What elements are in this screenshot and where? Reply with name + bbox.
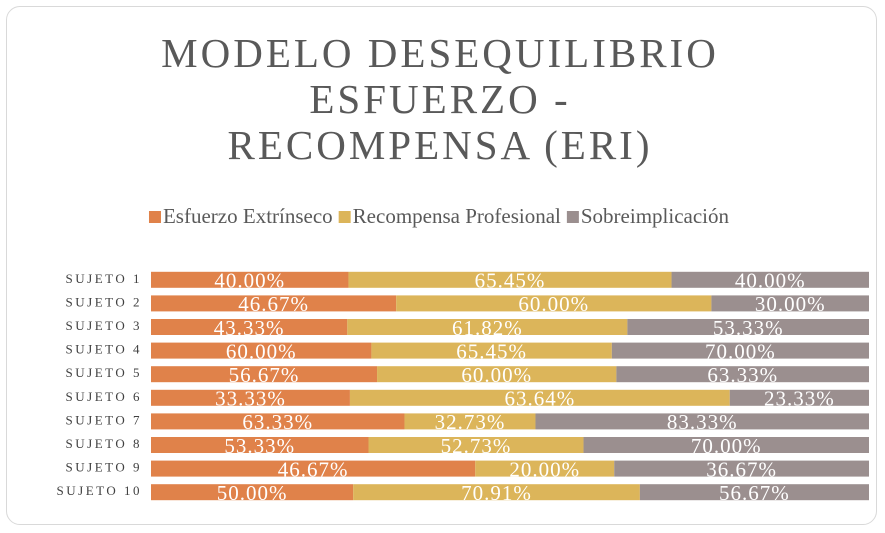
bar-segment bbox=[348, 271, 672, 288]
bar-segment bbox=[377, 366, 617, 383]
y-tick-label: SUJETO 5 bbox=[66, 365, 142, 380]
bar-segment bbox=[151, 271, 349, 288]
data-label: 36.67% bbox=[706, 457, 777, 481]
bar-segment bbox=[614, 460, 869, 477]
bar-segment bbox=[151, 437, 369, 453]
bar-segment bbox=[729, 389, 869, 406]
y-tick-label: SUJETO 9 bbox=[66, 460, 142, 475]
data-label: 46.67% bbox=[278, 457, 349, 481]
data-label: 33.33% bbox=[215, 387, 286, 411]
data-label: 83.33% bbox=[667, 410, 738, 434]
bar-segment bbox=[627, 319, 869, 335]
data-label: 63.33% bbox=[707, 363, 778, 387]
data-label: 63.64% bbox=[504, 387, 575, 411]
bar-segment bbox=[151, 413, 405, 430]
bar-segment bbox=[535, 413, 869, 430]
bar-segment bbox=[151, 342, 372, 359]
data-label: 61.82% bbox=[452, 316, 523, 340]
legend-label: Sobreimplicación bbox=[581, 204, 730, 228]
data-label: 65.45% bbox=[475, 269, 546, 293]
bar-segment bbox=[151, 319, 348, 335]
bar-segment bbox=[671, 271, 869, 288]
data-label: 40.00% bbox=[735, 269, 806, 293]
data-label: 60.00% bbox=[226, 339, 297, 363]
y-tick-label: SUJETO 6 bbox=[66, 389, 142, 404]
data-label: 50.00% bbox=[217, 481, 288, 505]
y-tick-label: SUJETO 2 bbox=[66, 294, 142, 309]
data-label: 70.91% bbox=[461, 481, 532, 505]
data-label: 56.67% bbox=[719, 481, 790, 505]
bar-segment bbox=[475, 460, 615, 477]
bar-segment bbox=[151, 460, 476, 477]
data-label: 43.33% bbox=[214, 316, 285, 340]
data-label: 30.00% bbox=[755, 292, 826, 316]
data-label: 60.00% bbox=[461, 363, 532, 387]
data-label: 52.73% bbox=[441, 434, 512, 458]
legend-swatch bbox=[566, 211, 579, 223]
y-tick-label: SUJETO 7 bbox=[66, 412, 142, 427]
bar-segment bbox=[368, 437, 584, 453]
data-label: 20.00% bbox=[509, 457, 580, 481]
data-label: 53.33% bbox=[713, 316, 784, 340]
data-label: 40.00% bbox=[214, 269, 285, 293]
bar-segment bbox=[353, 484, 640, 501]
legend-swatch bbox=[338, 211, 351, 223]
legend-label: Recompensa Profesional bbox=[353, 204, 561, 228]
data-label: 53.33% bbox=[224, 434, 295, 458]
bar-segment bbox=[711, 295, 869, 312]
data-label: 63.33% bbox=[242, 410, 313, 434]
bar-segment bbox=[611, 342, 869, 359]
y-tick-label: SUJETO 1 bbox=[66, 271, 142, 286]
bar-segment bbox=[151, 389, 350, 406]
bar-segment bbox=[151, 295, 397, 312]
data-label: 65.45% bbox=[456, 339, 527, 363]
chart-title: MODELO DESEQUILIBRIO ESFUERZO - RECOMPEN… bbox=[161, 30, 719, 168]
data-label: 60.00% bbox=[518, 292, 589, 316]
bar-segment bbox=[151, 366, 378, 383]
bar-segment bbox=[404, 413, 536, 430]
legend-label: Esfuerzo Extrínseco bbox=[163, 204, 333, 228]
chart-frame bbox=[6, 6, 877, 525]
bar-segment bbox=[396, 295, 712, 312]
y-tick-label: SUJETO 10 bbox=[57, 483, 142, 498]
data-label: 70.00% bbox=[705, 339, 776, 363]
y-tick-label: SUJETO 3 bbox=[66, 318, 142, 333]
bar-segment bbox=[347, 319, 628, 335]
data-label: 46.67% bbox=[238, 292, 309, 316]
data-label: 56.67% bbox=[229, 363, 300, 387]
data-label: 32.73% bbox=[435, 410, 506, 434]
data-label: 70.00% bbox=[691, 434, 762, 458]
bar-segment bbox=[583, 437, 869, 453]
bar-segment bbox=[639, 484, 869, 501]
bar-segment bbox=[151, 484, 354, 501]
bar-segment bbox=[349, 389, 730, 406]
y-tick-label: SUJETO 8 bbox=[66, 436, 142, 451]
legend-swatch bbox=[148, 211, 161, 223]
data-label: 23.33% bbox=[764, 387, 835, 411]
bar-segment bbox=[371, 342, 612, 359]
y-tick-label: SUJETO 4 bbox=[66, 342, 142, 357]
bar-segment bbox=[616, 366, 869, 383]
